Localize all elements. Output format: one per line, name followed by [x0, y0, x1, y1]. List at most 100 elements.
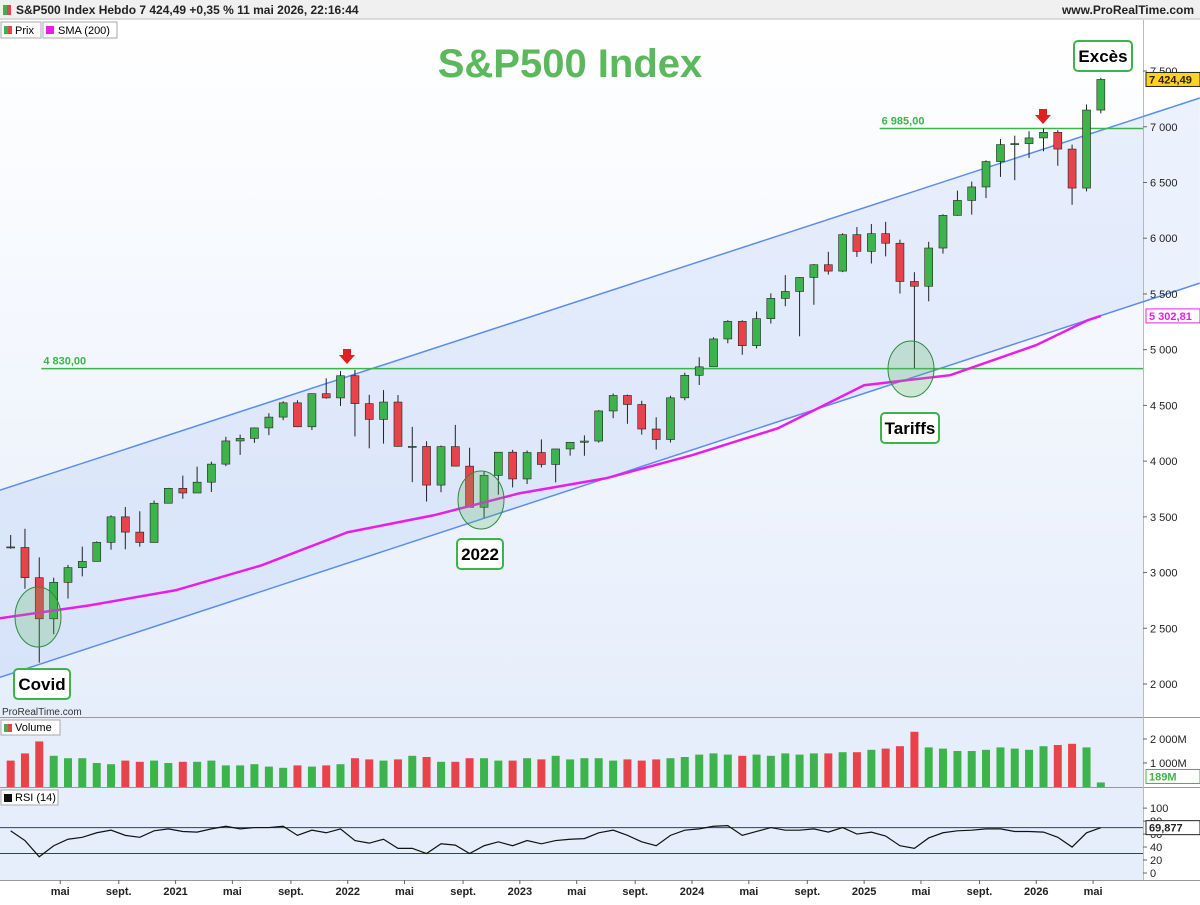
candle-body [6, 546, 15, 549]
rsi-line [10, 825, 1102, 858]
legend-swatch [8, 26, 12, 34]
candle-body [651, 428, 661, 440]
x-tick-label: mai [395, 886, 414, 898]
candle-body [565, 441, 575, 450]
x-tick-label: sept. [622, 886, 648, 898]
candle-body [34, 577, 44, 620]
candle-body [680, 374, 690, 399]
header-site: www.ProRealTime.com [1061, 3, 1194, 17]
annotation: 2022 [461, 545, 499, 564]
price-plot: 4 830,00 6 985,00 [0, 77, 1200, 679]
red-arrow [1035, 109, 1051, 124]
x-tick-label: sept. [450, 886, 476, 898]
candle-body [1082, 109, 1091, 189]
candle-body [580, 440, 589, 443]
legend-item [0, 719, 61, 736]
volume-bar [967, 751, 976, 787]
volume-bar [652, 759, 661, 787]
volume-bar [63, 758, 72, 787]
last-value-tag [1145, 820, 1200, 836]
annotation-box [456, 538, 504, 570]
legend-swatch [8, 724, 12, 732]
y-tick-label: 1 000M [1150, 758, 1187, 770]
candle-body [723, 321, 733, 340]
candle-body [795, 277, 804, 292]
volume-bar [307, 766, 316, 787]
volume-bar [1025, 749, 1034, 787]
last-value-tag [1145, 71, 1200, 87]
volume-bar [752, 754, 761, 787]
candle-body [1024, 137, 1034, 144]
y-tick-label: 0 [1150, 868, 1156, 880]
y-tick-label: 7 000 [1150, 122, 1178, 134]
y-tick-label: 3 500 [1150, 512, 1178, 524]
volume-bar [1096, 782, 1105, 787]
candle-body [608, 395, 618, 412]
candle-body [422, 446, 431, 486]
candle-body [192, 481, 202, 494]
volume-bar [580, 758, 589, 787]
candle-body [709, 338, 718, 368]
volume-bar [623, 759, 632, 787]
y-tick-label: 2 000M [1150, 734, 1187, 746]
volume-bar [680, 757, 689, 787]
volume-bar [279, 767, 288, 787]
volume-bar [480, 758, 489, 787]
volume-bar [293, 765, 302, 787]
sma-line [0, 314, 1102, 620]
volume-bar [709, 753, 718, 787]
volume-bar [924, 747, 933, 787]
watermark: ProRealTime.com [2, 707, 82, 718]
candle-body [809, 264, 819, 278]
volume-bar [695, 754, 704, 787]
volume-bar [1010, 748, 1019, 787]
x-tick-label: mai [739, 886, 758, 898]
candle-body [824, 264, 833, 272]
volume-bar [508, 760, 517, 787]
x-tick-label: mai [51, 886, 70, 898]
candle-body [178, 488, 188, 494]
candle-body [149, 502, 159, 543]
candle-body [164, 488, 173, 504]
volume-bar [723, 754, 732, 787]
volume-bar [250, 764, 259, 787]
candle-body [494, 451, 503, 476]
y-tick-label: 20 [1150, 855, 1162, 867]
volume-bar [910, 731, 919, 787]
legend-item [42, 21, 118, 39]
y-tick-label: 3 000 [1150, 568, 1178, 580]
candle-body [278, 402, 288, 418]
volume-bar [451, 761, 460, 787]
candle-body [522, 452, 532, 480]
candle-body [92, 542, 102, 562]
candle-body [623, 395, 632, 405]
candle-body [938, 215, 948, 249]
candle-body [207, 463, 216, 483]
candle-body [895, 242, 905, 282]
x-tick-label: 2024 [680, 886, 705, 898]
volume-bar [49, 755, 58, 787]
volume-bar [781, 753, 790, 787]
candle-body [451, 446, 460, 467]
x-tick-label: mai [223, 886, 242, 898]
last-value-label: 189M [1149, 771, 1177, 783]
volume-bar [1082, 747, 1091, 787]
candle-body [752, 318, 761, 346]
volume-bar [422, 757, 431, 787]
volume-bar [537, 759, 546, 787]
annotation-box [1073, 40, 1133, 72]
candle-body [666, 397, 675, 440]
x-tick-label: 2023 [508, 886, 532, 898]
annotation-box [880, 412, 940, 444]
volume-bar [20, 753, 29, 787]
candle-body [594, 410, 603, 442]
last-value-label: 69,877 [1149, 823, 1183, 835]
annotation: Tariffs [885, 419, 936, 438]
candle-body [852, 234, 862, 252]
candle-body [1067, 148, 1077, 189]
volume-bar [236, 765, 245, 787]
volume-bar [766, 755, 775, 787]
header-icon [3, 5, 7, 15]
